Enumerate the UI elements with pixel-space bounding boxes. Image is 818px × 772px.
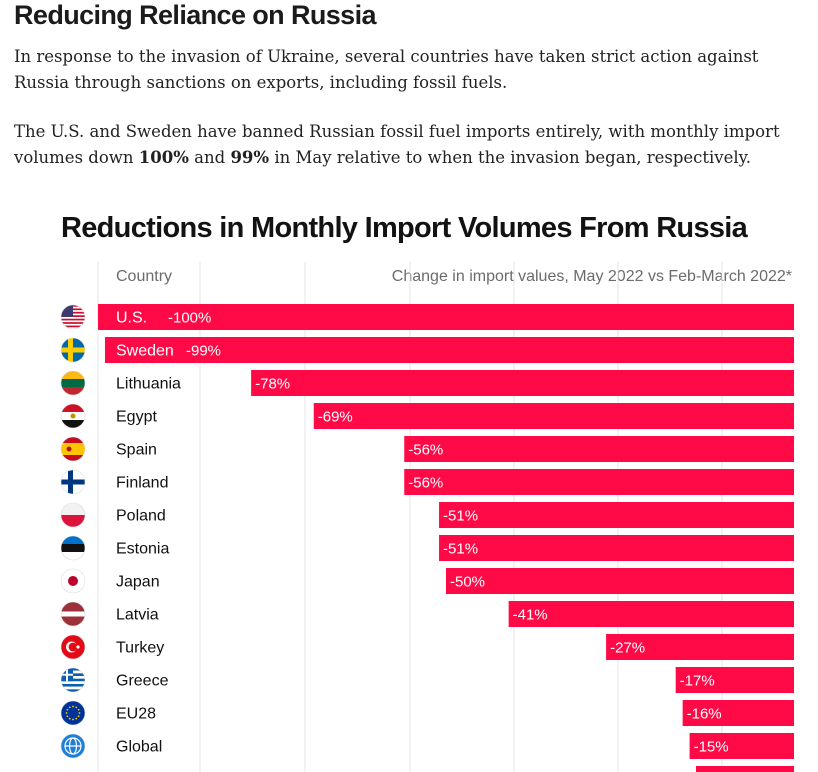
value-label: -51% <box>443 508 478 525</box>
bar-global <box>689 733 794 759</box>
value-label: -41% <box>513 607 548 624</box>
japan-flag-icon <box>60 568 86 594</box>
country-label: Latvia <box>116 607 159 624</box>
bar-eu28 <box>682 700 794 726</box>
egypt-flag-icon <box>60 403 86 429</box>
value-label: -78% <box>255 376 290 393</box>
summary-text-mid: and <box>188 148 231 167</box>
estonia-flag-icon <box>60 535 86 561</box>
bar-greece <box>675 667 794 693</box>
us-percent: 100% <box>138 148 189 167</box>
bar-spain <box>404 436 794 462</box>
sweden-percent: 99% <box>230 148 270 167</box>
intro-paragraph: In response to the invasion of Ukraine, … <box>14 47 759 92</box>
bar-finland <box>404 469 794 495</box>
country-label: Finland <box>116 475 168 492</box>
value-label: -50% <box>450 574 485 591</box>
sweden-flag-icon <box>60 337 86 363</box>
value-label: -27% <box>610 640 645 657</box>
summary-text-start: The U.S. and Sweden have banned Russian … <box>14 122 780 167</box>
bar-poland <box>439 502 794 528</box>
bar-u-s- <box>98 304 794 330</box>
country-label: Sweden <box>116 343 174 360</box>
country-label: Greece <box>116 673 169 690</box>
value-label: -100% <box>168 310 211 327</box>
poland-flag-icon <box>60 502 86 528</box>
bar-cutoff <box>696 766 794 772</box>
country-label: Lithuania <box>116 376 181 393</box>
lithuania-flag-icon <box>60 370 86 396</box>
country-label: Spain <box>116 442 157 459</box>
summary-paragraph: The U.S. and Sweden have banned Russian … <box>14 119 814 171</box>
country-label: Egypt <box>116 409 157 426</box>
article-title: Reducing Reliance on Russia <box>14 0 377 30</box>
bar-turkey <box>606 634 794 660</box>
value-label: -15% <box>694 739 729 756</box>
bar-estonia <box>439 535 794 561</box>
latvia-flag-icon <box>60 601 86 627</box>
value-label: -51% <box>443 541 478 558</box>
country-label: EU28 <box>116 706 156 723</box>
finland-flag-icon <box>60 469 86 495</box>
country-label: Global <box>116 739 162 756</box>
value-label: -16% <box>687 706 722 723</box>
eu-flag-icon <box>60 700 86 726</box>
value-label: -56% <box>408 475 443 492</box>
turkey-flag-icon <box>60 634 86 660</box>
chart-title: Reductions in Monthly Import Volumes Fro… <box>61 212 748 244</box>
spain-flag-icon <box>60 436 86 462</box>
bar-egypt <box>313 403 794 429</box>
value-column-header: Change in import values, May 2022 vs Feb… <box>391 268 792 285</box>
value-label: -56% <box>408 442 443 459</box>
bar-sweden <box>104 337 794 363</box>
country-column-header: Country <box>116 268 173 285</box>
country-label: Estonia <box>116 541 169 558</box>
bar-lithuania <box>251 370 794 396</box>
country-label: U.S. <box>116 310 147 327</box>
country-label: Turkey <box>116 640 164 657</box>
value-label: -69% <box>318 409 353 426</box>
value-label: -17% <box>680 673 715 690</box>
country-label: Poland <box>116 508 166 525</box>
value-label: -99% <box>186 343 221 360</box>
summary-text-end: in May relative to when the invasion beg… <box>269 148 752 167</box>
globe-icon <box>60 733 86 759</box>
bar-japan <box>446 568 794 594</box>
us-flag-icon <box>60 304 86 330</box>
greece-flag-icon <box>60 667 86 693</box>
bar-latvia <box>508 601 794 627</box>
country-label: Japan <box>116 574 160 591</box>
